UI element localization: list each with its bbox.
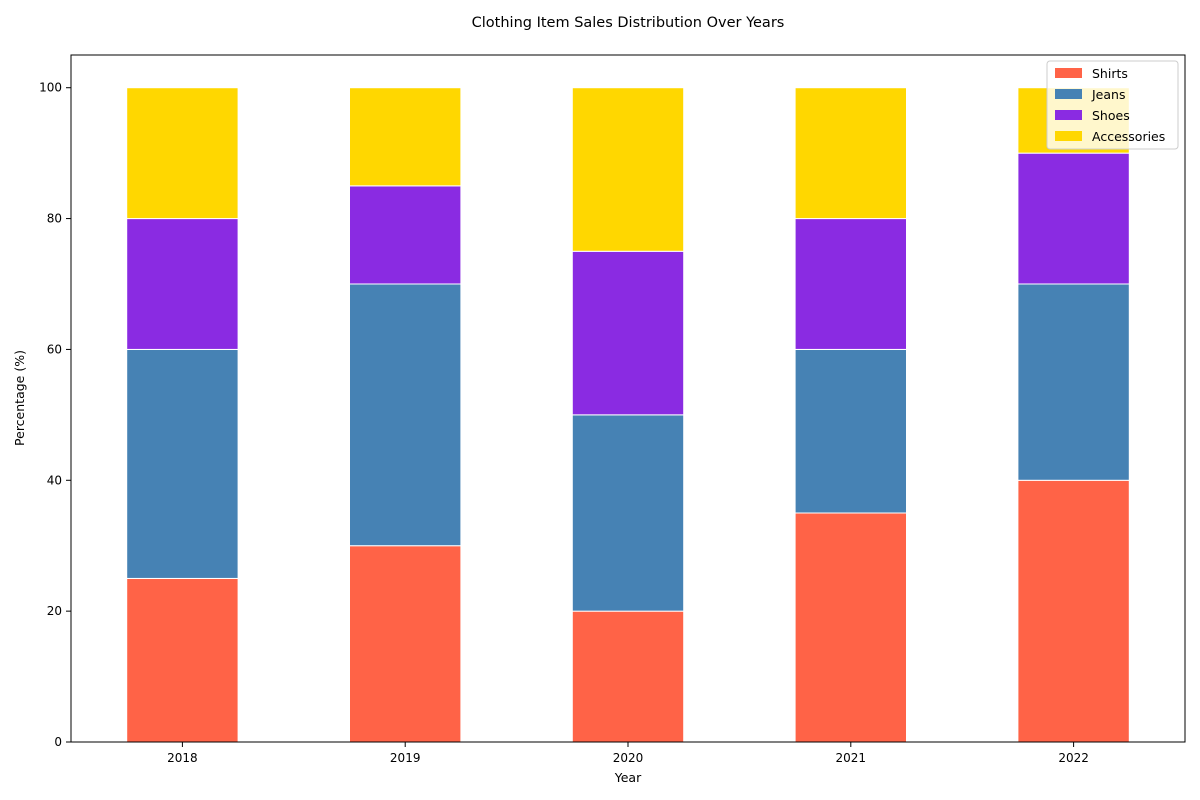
bar-shirts-2019 <box>349 545 462 743</box>
x-tick-label: 2021 <box>836 751 867 765</box>
legend-label-jeans: Jeans <box>1091 87 1125 102</box>
legend-swatch-shoes <box>1055 110 1082 120</box>
x-tick-label: 2018 <box>167 751 198 765</box>
legend-box <box>1046 60 1179 150</box>
x-tick-label: 2019 <box>390 751 421 765</box>
bar-accessories-2021 <box>794 87 907 220</box>
bar-shirts-2018 <box>126 577 239 743</box>
y-tick-label: 40 <box>47 473 62 487</box>
bar-jeans-2020 <box>571 414 685 612</box>
legend: Shirts Jeans Shoes Accessories <box>1046 60 1179 150</box>
bar-accessories-2018 <box>126 87 239 220</box>
y-axis-label: Percentage (%) <box>12 350 27 446</box>
y-tick-label: 100 <box>39 81 62 95</box>
x-axis-label: Year <box>614 770 642 785</box>
axes-layer: 0 20 40 60 80 100 2018 2019 2020 2021 2022 <box>39 54 1186 765</box>
y-tick-label: 20 <box>47 604 62 618</box>
bar-jeans-2018 <box>126 348 239 579</box>
bar-jeans-2022 <box>1017 283 1130 481</box>
legend-swatch-jeans <box>1055 89 1082 99</box>
bar-shoes-2018 <box>126 218 239 350</box>
x-tick-label: 2020 <box>613 751 644 765</box>
bars-layer <box>126 87 1130 743</box>
x-tick-label: 2022 <box>1058 751 1089 765</box>
y-tick-label: 80 <box>47 212 62 226</box>
bar-shoes-2022 <box>1017 152 1130 285</box>
bar-accessories-2020 <box>571 87 685 252</box>
y-tick-label: 0 <box>54 735 62 749</box>
y-tick-label: 60 <box>47 342 62 356</box>
bar-jeans-2021 <box>794 348 907 514</box>
legend-label-shoes: Shoes <box>1092 108 1130 123</box>
legend-label-accessories: Accessories <box>1092 129 1165 144</box>
bar-accessories-2019 <box>349 87 462 187</box>
bar-shoes-2020 <box>571 250 685 416</box>
legend-label-shirts: Shirts <box>1092 66 1128 81</box>
chart-title: Clothing Item Sales Distribution Over Ye… <box>472 15 785 31</box>
bar-shirts-2020 <box>571 610 685 743</box>
legend-swatch-shirts <box>1055 68 1082 78</box>
bar-shoes-2019 <box>349 185 462 285</box>
bar-shoes-2021 <box>794 218 907 350</box>
bar-jeans-2019 <box>349 283 462 547</box>
legend-swatch-accessories <box>1055 131 1082 141</box>
bar-shirts-2021 <box>794 512 907 743</box>
bar-shirts-2022 <box>1017 479 1130 743</box>
